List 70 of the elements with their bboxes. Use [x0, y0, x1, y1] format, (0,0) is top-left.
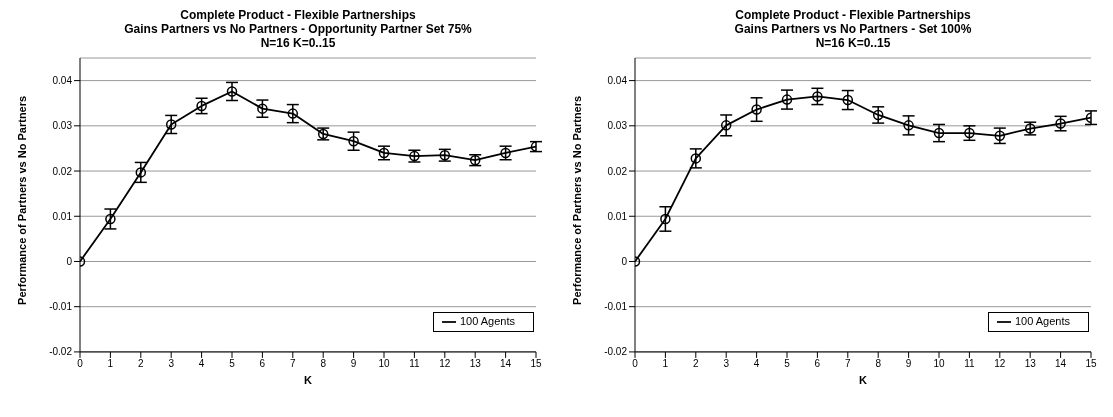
y-tick-label: 0.04	[52, 75, 73, 87]
x-tick-label: 12	[439, 358, 451, 370]
point	[135, 167, 147, 178]
x-tick-label: 14	[500, 358, 512, 370]
chart-title: Complete Product - Flexible Partnerships Gains Partners vs No Partners - Set 100% N=16 K=0..15	[733, 8, 973, 50]
chart-title: Complete Product - Flexible Partnerships Gains Partners vs No Partners - Opportunity Partner Set 75% N=16 K=0..15	[123, 8, 473, 50]
x-tick-label: 14	[1055, 358, 1067, 370]
y-axis-title: Performance of Partners vs No Partners	[15, 95, 28, 305]
x-tick-label: 15	[530, 358, 542, 370]
y-tick-label: -0.01	[604, 301, 628, 313]
point	[165, 119, 177, 130]
x-tick-label: 6	[259, 358, 266, 370]
x-tick-label: 13	[469, 358, 482, 370]
x-tick-label: 12	[994, 358, 1006, 370]
x-axis-title: K	[859, 373, 868, 386]
x-tick-label: 5	[229, 358, 236, 370]
x-tick-label: 3	[168, 358, 175, 370]
y-tick-label: 0.03	[52, 120, 73, 132]
x-tick-label: 15	[1085, 358, 1097, 370]
x-tick-label: 4	[198, 358, 205, 370]
x-tick-label: 2	[693, 358, 700, 370]
point	[660, 213, 671, 225]
x-tick-label: 1	[662, 358, 669, 370]
x-tick-label: 11	[964, 358, 976, 370]
x-tick-label: 8	[875, 358, 882, 370]
x-tick-label: 7	[290, 358, 297, 370]
point	[812, 91, 823, 102]
x-tick-label: 3	[723, 358, 730, 370]
point	[348, 135, 359, 147]
y-tick-label: 0.01	[607, 210, 628, 222]
point	[933, 127, 945, 139]
x-tick-label: 5	[784, 358, 791, 370]
y-tick-label: 0.03	[607, 120, 628, 132]
point	[287, 108, 299, 119]
point	[690, 153, 702, 164]
x-tick-label: 1	[107, 358, 114, 370]
y-tick-label: -0.02	[49, 346, 73, 358]
point	[105, 213, 116, 225]
point	[257, 103, 268, 114]
x-axis-title: K	[304, 373, 313, 386]
y-tick-label: 0.02	[52, 165, 73, 177]
x-tick-label: 9	[905, 358, 912, 370]
y-tick-label: 0.01	[52, 210, 73, 222]
x-tick-label: 7	[845, 358, 852, 370]
y-tick-label: -0.01	[49, 301, 73, 313]
point	[903, 120, 914, 131]
x-tick-label: 0	[77, 358, 84, 370]
x-tick-label: 6	[814, 358, 821, 370]
y-tick-label: -0.02	[604, 346, 628, 358]
point	[751, 104, 762, 115]
point	[842, 94, 854, 106]
x-tick-label: 10	[378, 358, 390, 370]
point	[781, 94, 793, 105]
x-tick-label: 13	[1024, 358, 1037, 370]
x-tick-label: 8	[320, 358, 327, 370]
x-tick-label: 4	[753, 358, 760, 370]
x-tick-label: 10	[933, 358, 945, 370]
y-tick-label: 0.02	[607, 165, 628, 177]
y-tick-label: 0.04	[607, 75, 628, 87]
point	[226, 86, 238, 97]
x-tick-label: 2	[138, 358, 145, 370]
y-tick-label: 0	[621, 256, 628, 268]
legend-label: 100 Agents	[459, 314, 515, 327]
x-tick-label: 11	[409, 358, 421, 370]
x-tick-label: 0	[632, 358, 639, 370]
y-tick-label: 0	[66, 256, 73, 268]
x-tick-label: 9	[350, 358, 357, 370]
legend-label: 100 Agents	[1014, 314, 1070, 327]
point	[720, 120, 732, 131]
y-axis-title: Performance of Partners vs No Partners	[570, 95, 583, 305]
